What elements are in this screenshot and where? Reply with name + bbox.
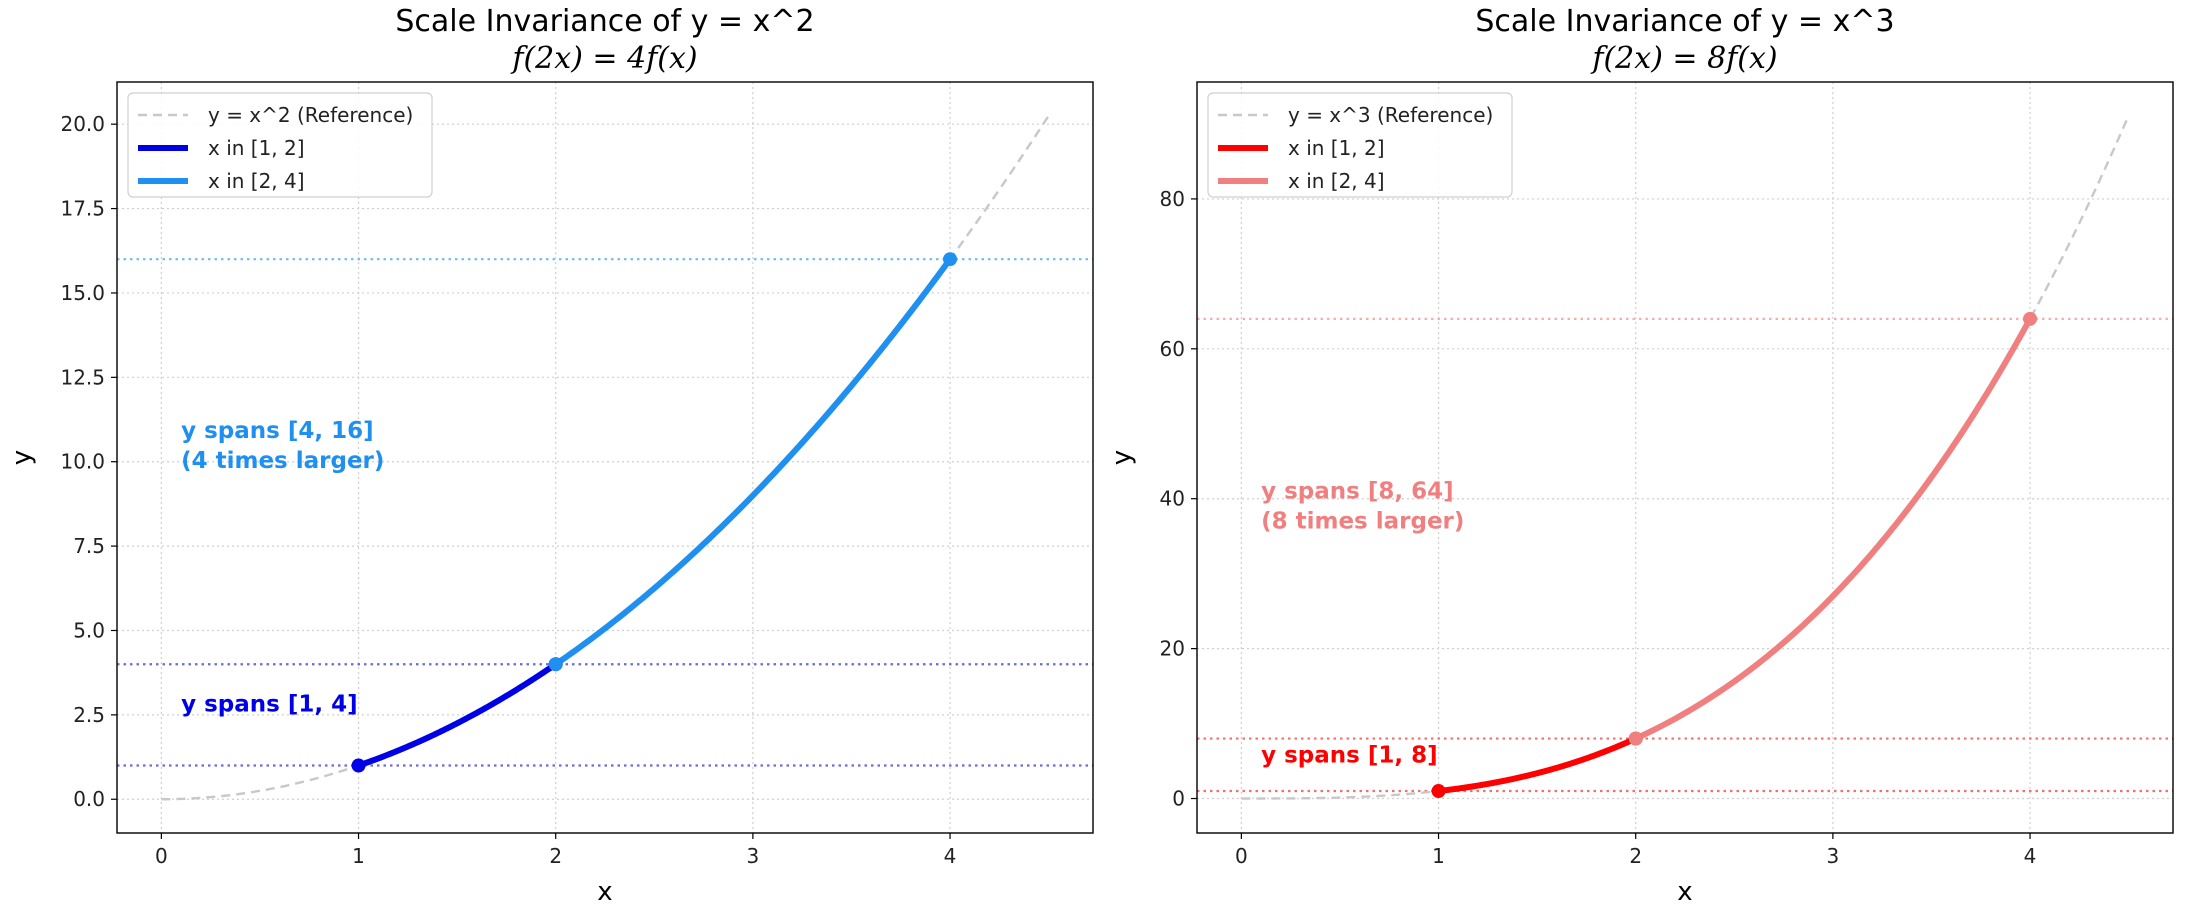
series-line-1 [1438,735,1637,795]
legend-label-2: x in [1, 2] [1288,136,1385,160]
x-tick-label: 0 [155,844,168,868]
y-axis-label: y [7,450,37,465]
chart-subtitle: f(2x) = 8f(x) [1590,41,1777,76]
y-tick-label: 10.0 [60,450,105,474]
x-tick-label: 3 [1827,844,1840,868]
chart-title: Scale Invariance of y = x^3 [1475,4,1894,39]
y-tick-label: 17.5 [60,197,105,221]
plot-area [117,82,1093,833]
series-line-2 [1634,317,2033,742]
legend-label-3: x in [2, 4] [208,169,305,193]
x-axis-label: x [1677,877,1692,907]
chart-panel-2: y spans [1, 8] y spans [8, 64] (8 times la… [1107,4,2174,907]
series-2-point-2 [943,252,958,267]
series-1-point-1 [351,758,366,773]
legend-label-2: x in [1, 2] [208,136,305,160]
y-tick-label: 0.0 [73,787,105,811]
series-2-point-1 [548,657,563,672]
series-1-point-1 [1431,784,1446,799]
chart-subtitle: f(2x) = 4f(x) [510,41,697,76]
x-tick-label: 3 [747,844,760,868]
y-tick-label: 12.5 [60,365,105,389]
annotation-1: y spans [1, 8] [1261,743,1438,769]
x-tick-label: 4 [2024,844,2037,868]
annotation-2: y spans [8, 64] (8 times larger) [1261,479,1464,535]
series-line-2 [554,257,953,667]
y-tick-label: 7.5 [73,534,105,558]
y-tick-label: 0 [1172,787,1185,811]
plot-area [1197,82,2173,833]
y-tick-label: 40 [1160,487,1185,511]
annotation-1: y spans [1, 4] [181,691,358,717]
x-tick-label: 4 [944,844,957,868]
x-tick-label: 2 [549,844,562,868]
chart-panel-1: y spans [1, 4] y spans [4, 16] (4 times la… [7,4,1094,907]
legend-box [127,92,433,198]
x-tick-label: 2 [1629,844,1642,868]
series-2-point-1 [1628,731,1643,746]
y-tick-label: 5.0 [73,618,105,642]
y-axis-label: y [1107,450,1137,465]
axes-frame [116,81,1094,834]
y-tick-label: 2.5 [73,703,105,727]
y-tick-label: 60 [1160,337,1185,361]
y-tick-label: 20.0 [60,112,105,136]
legend-label-1: y = x^2 (Reference) [208,103,413,127]
legend-label-1: y = x^3 (Reference) [1288,103,1493,127]
x-tick-label: 0 [1235,844,1248,868]
x-tick-label: 1 [1432,844,1445,868]
x-axis-label: x [597,877,612,907]
series-line-1 [357,661,558,769]
annotation-2: y spans [4, 16] (4 times larger) [181,418,384,474]
series-2-point-2 [2023,311,2038,326]
y-tick-label: 20 [1160,637,1185,661]
chart-title: Scale Invariance of y = x^2 [395,4,814,39]
legend: y = x^3 (Reference) x in [1, 2] x in [2, 4… [1207,92,1513,198]
y-tick-label: 15.0 [60,281,105,305]
y-tick-label: 80 [1160,187,1185,211]
legend-label-3: x in [2, 4] [1288,169,1385,193]
x-tick-label: 1 [352,844,365,868]
legend: y = x^2 (Reference) x in [1, 2] x in [2, 4… [127,92,433,198]
legend-box [1207,92,1513,198]
axes-frame [1196,81,2174,834]
